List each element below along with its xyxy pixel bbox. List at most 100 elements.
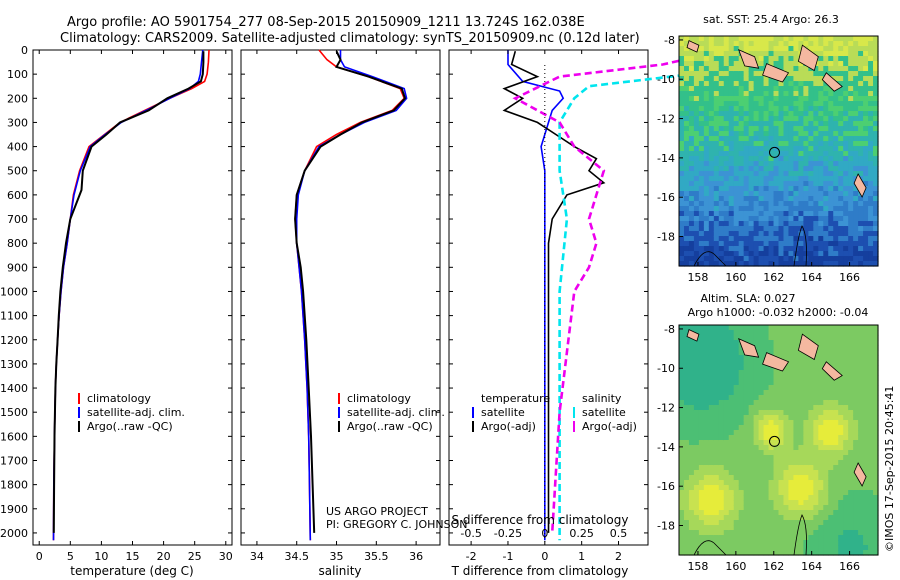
depth-tick-label: 1800 <box>0 479 28 492</box>
map-x-tick-label: 162 <box>763 271 784 284</box>
x-tick-label: 36 <box>409 550 423 563</box>
bathymetry-contour <box>693 251 727 267</box>
island-shape <box>737 49 760 69</box>
island-shape <box>821 72 843 92</box>
bathymetry-contour <box>693 540 727 556</box>
argo-float-marker <box>769 146 780 158</box>
difference-legend: temperature satellite Argo(-adj) salinit… <box>472 392 637 433</box>
depth-tick-label: 200 <box>7 92 28 105</box>
depth-tick-label: 800 <box>7 237 28 250</box>
depth-tick-label: 1600 <box>0 430 28 443</box>
depth-tick-label: 900 <box>7 261 28 274</box>
difference-panel: -2 -10 1 2 -0.5 -0.25 0 0.25 0.5 T difference fr… <box>448 49 812 578</box>
legend-climatology-s: climatology <box>347 392 411 405</box>
map-y-tick-label: -12 <box>657 402 675 415</box>
x-tick-label: 1 <box>578 550 585 563</box>
x-tick-label: 2 <box>615 550 622 563</box>
salinity-legend: climatology satellite-adj. clim. Argo(..… <box>338 392 445 433</box>
depth-tick-label: 400 <box>7 141 28 154</box>
map-x-tick-label: 158 <box>687 560 708 573</box>
depth-tick-label: 1400 <box>0 382 28 395</box>
sla-map: 158 160 162 164 166 -8 -10 -12 -14 -16 -18 <box>657 323 879 573</box>
x-tick-label: 34.5 <box>284 550 309 563</box>
x-tick-label: -2 <box>466 550 477 563</box>
depth-tick-label: 1700 <box>0 454 28 467</box>
depth-tick-label: 600 <box>7 189 28 202</box>
map-x-tick-label: 160 <box>725 271 746 284</box>
sla-map-caption2: Argo h1000: -0.032 h2000: -0.04 <box>688 306 869 319</box>
figure-title-line2: Climatology: CARS2009. Satellite-adjuste… <box>60 31 640 46</box>
series-line-2 <box>294 50 407 533</box>
island-shape <box>737 338 760 358</box>
legend-s-satellite: satellite <box>582 406 626 419</box>
legend-climatology: climatology <box>87 392 151 405</box>
map-x-tick-label: 164 <box>801 560 822 573</box>
x-tick-label: 0 <box>541 550 548 563</box>
sst-map-frame <box>678 35 879 267</box>
legend-t-argo: Argo(-adj) <box>481 420 536 433</box>
island-shape <box>762 63 790 83</box>
x-tick-label: 25 <box>188 550 202 563</box>
x-top-tick-label: -0.5 <box>460 527 481 540</box>
sla-map-frame <box>678 324 879 556</box>
depth-tick-label: 1500 <box>0 406 28 419</box>
map-y-tick-label: -18 <box>657 231 675 244</box>
map-y-tick-label: -10 <box>657 73 675 86</box>
map-y-tick-label: -14 <box>657 152 675 165</box>
legend-satellite-adj: satellite-adj. clim. <box>87 406 185 419</box>
bathymetry-contour <box>793 514 807 556</box>
depth-tick-label: 1900 <box>0 503 28 516</box>
depth-tick-label: 500 <box>7 165 28 178</box>
island-shape <box>686 40 700 53</box>
island-shape <box>762 352 790 372</box>
map-y-tick-label: -16 <box>657 191 675 204</box>
map-x-tick-label: 164 <box>801 271 822 284</box>
map-y-tick-label: -8 <box>664 34 675 47</box>
sla-map-caption: Altim. SLA: 0.027 <box>700 292 795 305</box>
depth-tick-label: 1000 <box>0 285 28 298</box>
legend-title-salinity: salinity <box>582 392 622 405</box>
x-tick-label: 10 <box>94 550 108 563</box>
temperature-xlabel: temperature (deg C) <box>70 564 193 578</box>
island-shape <box>686 329 700 342</box>
legend-t-satellite: satellite <box>481 406 525 419</box>
island-shape <box>821 361 843 381</box>
x-tick-label: 15 <box>126 550 140 563</box>
x-tick-label: 30 <box>219 550 233 563</box>
map-y-tick-label: -12 <box>657 113 675 126</box>
salinity-plot-frame <box>240 49 441 546</box>
depth-tick-label: 0 <box>21 44 28 57</box>
x-tick-label: 35 <box>330 550 344 563</box>
temperature-plot-frame <box>32 49 233 546</box>
x-top-tick-label: -0.25 <box>494 527 522 540</box>
map-y-tick-label: -18 <box>657 520 675 533</box>
salinity-panel: 34 34.5 35 35.5 36 salinity <box>240 49 441 578</box>
map-y-tick-label: -10 <box>657 362 675 375</box>
x-top-tick-label: 0.5 <box>610 527 628 540</box>
sst-map: 158 160 162 164 166 -8 -10 -12 -14 -16 -18 <box>657 34 879 284</box>
series-line-3 <box>512 49 722 533</box>
legend-argo: Argo(..raw -QC) <box>87 420 173 433</box>
map-y-tick-label: -8 <box>664 323 675 336</box>
map-x-tick-label: 166 <box>839 560 860 573</box>
salinity-xlabel: salinity <box>318 564 361 578</box>
sst-map-caption: sat. SST: 25.4 Argo: 26.3 <box>703 13 839 26</box>
legend-satellite-adj-s: satellite-adj. clim. <box>347 406 445 419</box>
x-tick-label: 34 <box>250 550 264 563</box>
depth-tick-label: 300 <box>7 116 28 129</box>
map-y-tick-label: -14 <box>657 441 675 454</box>
map-y-tick-label: -16 <box>657 480 675 493</box>
x-tick-label: 35.5 <box>364 550 389 563</box>
legend-argo-s: Argo(..raw -QC) <box>347 420 433 433</box>
argo-float-marker <box>769 435 780 447</box>
depth-tick-label: 1100 <box>0 310 28 323</box>
depth-tick-label: 1300 <box>0 358 28 371</box>
island-shape <box>797 44 819 72</box>
credit-project: US ARGO PROJECT <box>326 505 428 518</box>
x-tick-label: 5 <box>67 550 74 563</box>
difference-xlabel: T difference from climatology <box>451 564 629 578</box>
series-line-2 <box>52 51 205 533</box>
bathymetry-contour <box>793 225 807 267</box>
map-x-tick-label: 166 <box>839 271 860 284</box>
